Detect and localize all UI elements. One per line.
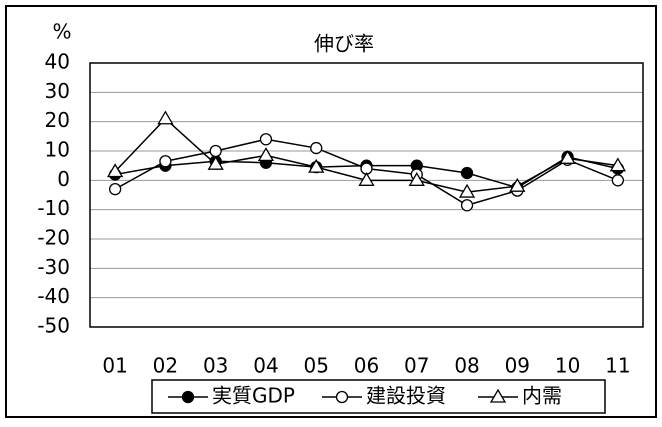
legend-label: 内需 xyxy=(522,384,562,408)
marker xyxy=(460,199,474,212)
marker xyxy=(310,141,323,155)
x-tick-label: 04 xyxy=(253,354,278,378)
plot-frame xyxy=(89,62,644,328)
x-tick-label: 11 xyxy=(605,354,630,378)
y-tick-label: 20 xyxy=(45,108,70,132)
y-tick-label: 0 xyxy=(57,167,70,191)
y-tick-label: -40 xyxy=(37,284,70,308)
marker xyxy=(308,158,325,173)
marker xyxy=(107,163,124,178)
marker xyxy=(157,110,174,125)
marker xyxy=(207,155,224,170)
x-tick-label: 09 xyxy=(505,354,530,378)
marker xyxy=(358,172,375,186)
marker xyxy=(460,166,474,180)
y-tick-label: 10 xyxy=(45,138,70,162)
legend-marker xyxy=(335,390,349,404)
x-tick-label: 05 xyxy=(304,354,329,378)
legend-box xyxy=(151,379,606,414)
x-tick-label: 06 xyxy=(354,354,379,378)
marker xyxy=(108,182,122,196)
legend-label: 建設投資 xyxy=(366,384,446,408)
x-tick-label: 08 xyxy=(454,354,479,378)
x-tick-label: 10 xyxy=(555,354,580,378)
marker xyxy=(159,155,172,168)
marker xyxy=(609,157,626,172)
y-tick-label: 30 xyxy=(45,79,70,103)
marker xyxy=(509,177,526,192)
x-tick-label: 03 xyxy=(203,354,228,378)
y-tick-label: -10 xyxy=(37,196,70,220)
x-tick-label: 02 xyxy=(153,354,178,378)
marker xyxy=(559,150,576,164)
marker xyxy=(209,144,222,158)
legend-marker xyxy=(489,388,507,403)
x-tick-label: 07 xyxy=(404,354,429,378)
y-tick-label: 40 xyxy=(45,50,70,74)
legend-label: 実質GDP xyxy=(212,384,295,408)
marker xyxy=(611,174,625,187)
y-tick-label: -20 xyxy=(37,226,70,250)
y-tick-label: -50 xyxy=(37,314,70,338)
chart-frame xyxy=(5,5,657,418)
y-axis-label: % xyxy=(52,20,71,44)
chart-title: 伸び率 xyxy=(314,32,374,56)
legend-marker xyxy=(181,390,195,404)
marker xyxy=(257,147,275,162)
marker xyxy=(259,133,273,146)
marker xyxy=(408,172,425,186)
y-tick-label: -30 xyxy=(37,255,70,279)
x-tick-label: 01 xyxy=(102,354,127,378)
marker xyxy=(458,183,476,198)
